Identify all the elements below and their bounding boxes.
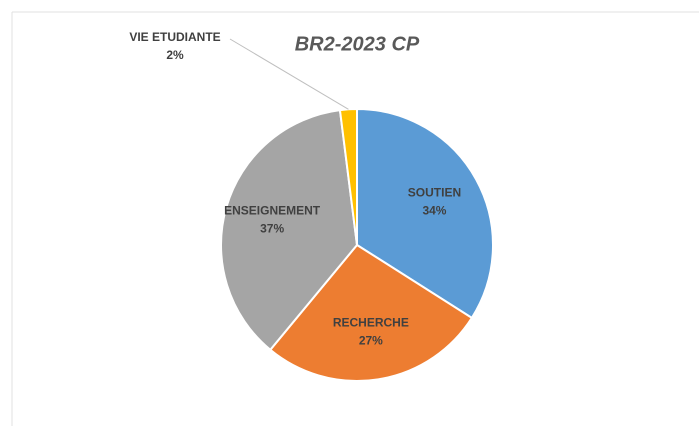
value-label: 37% — [260, 222, 284, 236]
chart-title: BR2-2023 CP — [295, 33, 420, 55]
pie-slice — [220, 108, 359, 352]
leader-line — [229, 38, 349, 110]
category-label: SOUTIEN — [408, 186, 461, 200]
pie-slice — [268, 243, 474, 382]
value-label: 2% — [166, 48, 184, 62]
value-label: 27% — [359, 333, 383, 347]
value-label: 34% — [422, 204, 446, 218]
category-label: VIE ETUDIANTE — [129, 30, 220, 44]
pie-slice — [338, 107, 358, 246]
category-label: ENSEIGNEMENT — [224, 204, 321, 218]
category-label: RECHERCHE — [333, 315, 409, 329]
